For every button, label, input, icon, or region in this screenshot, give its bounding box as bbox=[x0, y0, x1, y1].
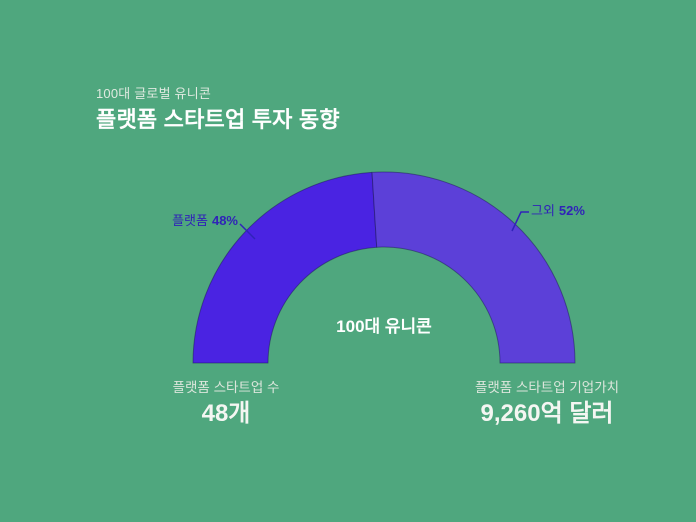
callout-others-label: 그외 bbox=[531, 203, 555, 218]
callout-others-percent: 52% bbox=[558, 203, 585, 218]
callout-line-others bbox=[511, 211, 529, 232]
stat-platform-valuation-caption: 플랫폼 스타트업 기업가치 bbox=[474, 380, 620, 395]
chart-subtitle: 100대 글로벌 유니콘 bbox=[96, 86, 212, 101]
stat-platform-count: 플랫폼 스타트업 수 48개 bbox=[173, 379, 280, 428]
chart-title: 플랫폼 스타트업 투자 동향 bbox=[96, 107, 340, 132]
header: 100대 글로벌 유니콘 플랫폼 스타트업 투자 동향 bbox=[96, 86, 340, 132]
stat-platform-count-caption: 플랫폼 스타트업 수 bbox=[172, 380, 280, 395]
callout-others: 그외 52% bbox=[531, 203, 585, 219]
callout-platform-percent: 48% bbox=[211, 213, 238, 228]
callout-platform-label: 플랫폼 bbox=[172, 213, 208, 228]
callout-line-platform bbox=[239, 223, 256, 240]
stat-platform-count-value: 48개 bbox=[201, 400, 251, 427]
segment-platform bbox=[192, 171, 378, 364]
stat-platform-valuation: 플랫폼 스타트업 기업가치 9,260억 달러 bbox=[475, 379, 619, 428]
segment-others bbox=[371, 171, 576, 364]
callout-platform: 플랫폼 48% bbox=[172, 213, 238, 229]
stat-platform-valuation-value: 9,260억 달러 bbox=[480, 400, 614, 427]
donut-center-label: 100대 유니콘 bbox=[336, 317, 432, 336]
